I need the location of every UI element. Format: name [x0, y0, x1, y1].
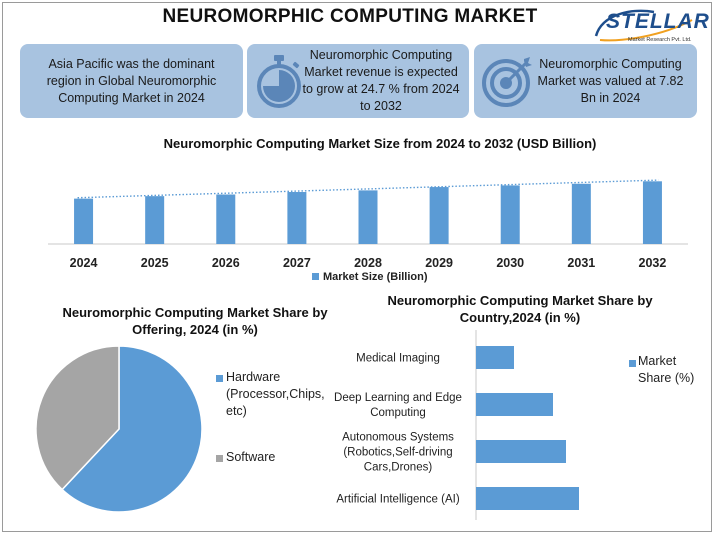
- legend-hardware-label: Hardware (Processor,Chips, etc): [226, 370, 325, 418]
- pie-slice-hardware: [61, 345, 203, 513]
- offering-pie-chart: [35, 345, 203, 513]
- x-tick-label: 2029: [425, 256, 453, 270]
- legend-hardware-swatch: [216, 375, 223, 382]
- legend-market-share-label: Market Share (%): [638, 354, 695, 385]
- bar-2027: [287, 192, 307, 244]
- bar-2032: [642, 181, 662, 244]
- hbar-3: [476, 487, 579, 510]
- bar-2029: [429, 187, 449, 244]
- bar-2028: [358, 190, 378, 244]
- country-horizontal-bar-chart: Medical Imaging Deep Learning and Edge Com…: [334, 330, 579, 520]
- info-card-value-text: Neuromorphic Computing Market was valued…: [537, 56, 684, 105]
- trendline: [77, 179, 659, 199]
- x-tick-label: 2032: [639, 256, 667, 270]
- x-tick-label: 2025: [141, 256, 169, 270]
- info-card-region: Asia Pacific was the dominant region in …: [20, 44, 243, 118]
- x-tick-label: 2027: [283, 256, 311, 270]
- x-tick-label: 2031: [567, 256, 595, 270]
- market-size-bar-chart: 2024 2025 2026 2027 2028 2029 2030 2031 2032 Mark…: [48, 179, 688, 283]
- x-tick-label: 2030: [496, 256, 524, 270]
- hbar-0: [476, 346, 514, 369]
- info-card-growth-text: Neuromorphic Computing Market revenue is…: [302, 48, 460, 113]
- pie-slice-software: [35, 345, 120, 491]
- y-tick-label: Medical Imaging: [356, 353, 440, 365]
- y-tick-label: Autonomous Systems (Robotics,Self-driving…: [342, 432, 454, 474]
- country-chart-title: Neuromorphic Computing Market Share by C…: [387, 293, 653, 325]
- y-tick-label: Artificial Intelligence (AI): [336, 494, 460, 506]
- info-card-value: Neuromorphic Computing Market was valued…: [474, 44, 697, 118]
- x-tick-label: 2028: [354, 256, 382, 270]
- bar-2031: [571, 183, 591, 244]
- x-tick-label: 2024: [70, 256, 98, 270]
- legend-market-share-swatch: [629, 360, 636, 367]
- info-card-growth: Neuromorphic Computing Market revenue is…: [247, 44, 469, 118]
- bar-2030: [500, 185, 520, 244]
- stellar-logo: STELLAR Market Research Pvt. Ltd.: [592, 6, 709, 50]
- legend-software-label: Software: [226, 450, 276, 464]
- bar-2026: [216, 194, 236, 244]
- logo-tagline: Market Research Pvt. Ltd.: [628, 37, 692, 43]
- info-card-region-text: Asia Pacific was the dominant region in …: [46, 56, 217, 105]
- stopwatch-icon: [257, 55, 301, 108]
- logo-wordmark: STELLAR: [606, 10, 710, 33]
- hbar-2: [476, 440, 566, 463]
- legend-software-swatch: [216, 455, 223, 462]
- y-tick-label: Deep Learning and Edge Computing: [334, 392, 462, 419]
- bar-2024: [74, 198, 94, 244]
- x-tick-label: 2026: [212, 256, 240, 270]
- legend-market-size-swatch: [312, 273, 319, 280]
- hbar-1: [476, 393, 553, 416]
- offering-chart-title: Neuromorphic Computing Market Share by O…: [62, 305, 328, 337]
- legend-market-size-label: Market Size (Billion): [323, 271, 428, 283]
- page-title: NEUROMORPHIC COMPUTING MARKET: [162, 6, 538, 27]
- market-size-chart-title: Neuromorphic Computing Market Size from …: [163, 136, 597, 151]
- target-icon: [482, 57, 532, 107]
- bar-2025: [145, 196, 165, 244]
- logo-swoosh-icon: [594, 9, 693, 42]
